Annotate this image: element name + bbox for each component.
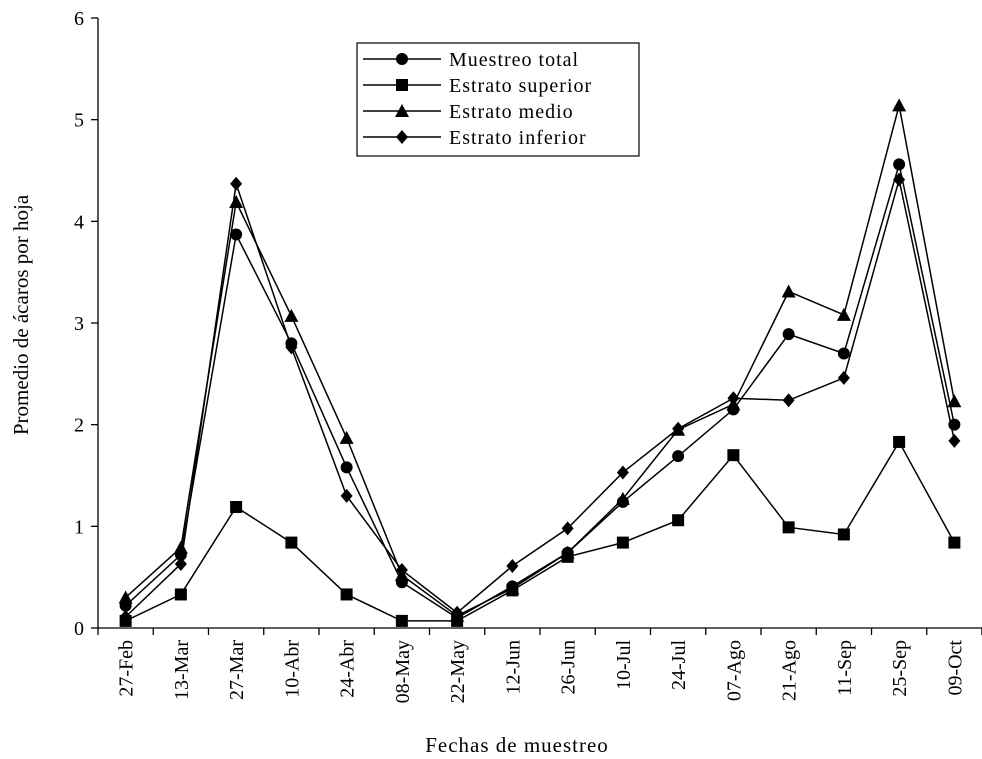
data-point	[893, 158, 906, 171]
y-axis-title: Promedio de ácaros por hoja	[9, 194, 33, 435]
legend-marker	[395, 104, 409, 117]
x-tick-label: 26-Jun	[558, 640, 580, 694]
legend-entry: Estrato medio	[449, 101, 574, 123]
data-point	[284, 308, 299, 322]
data-point	[893, 172, 906, 187]
data-point	[615, 491, 630, 505]
data-point	[119, 609, 132, 624]
data-point	[174, 556, 187, 571]
data-point	[285, 340, 298, 355]
data-point	[560, 545, 575, 559]
data-point	[561, 521, 574, 536]
x-tick-label: 21-Ago	[779, 640, 801, 701]
data-point	[505, 581, 520, 595]
data-point	[230, 228, 243, 241]
y-tick-label: 4	[74, 211, 84, 233]
data-point	[339, 430, 354, 444]
data-point	[230, 176, 243, 191]
series-line	[125, 164, 956, 619]
data-point	[782, 521, 795, 534]
series-line	[125, 105, 956, 617]
series	[119, 435, 961, 627]
data-point	[230, 501, 243, 514]
x-tick-label: 25-Sep	[889, 640, 911, 697]
x-tick-label: 08-May	[392, 640, 414, 703]
data-point	[174, 588, 187, 601]
data-point	[451, 605, 464, 620]
data-point	[395, 563, 408, 578]
x-tick-label: 24-Jul	[668, 640, 690, 690]
y-tick-label: 2	[74, 415, 84, 437]
data-point	[782, 328, 795, 341]
x-tick-label: 10-Jul	[613, 640, 635, 690]
x-tick-label: 10-Abr	[281, 640, 303, 698]
x-tick-label: 12-Jun	[502, 640, 524, 694]
y-tick-label: 0	[74, 618, 84, 640]
x-tick-label: 09-Oct	[944, 640, 966, 696]
legend-entry: Estrato superior	[449, 75, 592, 97]
data-point	[340, 588, 353, 601]
legend-entry: Estrato inferior	[449, 127, 587, 149]
data-point	[948, 433, 961, 448]
data-point	[837, 347, 850, 360]
x-tick-label: 27-Mar	[226, 640, 248, 700]
x-tick-label: 11-Sep	[834, 640, 856, 696]
x-axis-ticks: 27-Feb 13-Mar 27-Mar 10-Abr 24-Abr 08-May 22-M…	[97, 628, 982, 703]
data-point	[672, 514, 685, 527]
x-tick-label: 13-Mar	[171, 640, 193, 700]
data-point	[781, 284, 796, 298]
data-point	[118, 590, 133, 604]
data-point	[837, 370, 850, 385]
series-line	[125, 440, 956, 622]
legend: Muestreo total Estrato superior Estrato me…	[356, 42, 640, 157]
data-point	[340, 488, 353, 503]
series	[118, 98, 962, 622]
data-point	[727, 391, 740, 406]
data-point	[616, 536, 629, 549]
x-tick-label: 27-Feb	[116, 640, 138, 697]
data-point	[340, 461, 353, 474]
data-point	[948, 536, 961, 549]
legend-marker	[396, 79, 408, 91]
x-axis-title: Fechas de muestreo	[425, 733, 609, 757]
y-tick-label: 6	[74, 8, 84, 30]
series	[119, 172, 961, 624]
data-point	[782, 393, 795, 408]
x-tick-label: 24-Abr	[337, 640, 359, 698]
data-point	[836, 307, 851, 321]
series-line	[125, 179, 956, 618]
legend-marker	[396, 53, 408, 65]
y-tick-label: 1	[74, 516, 84, 538]
y-tick-label: 5	[74, 110, 84, 132]
y-tick-label: 3	[74, 313, 84, 335]
series-layer	[118, 98, 962, 627]
data-point	[672, 450, 685, 463]
data-point	[892, 98, 907, 112]
data-point	[285, 536, 298, 549]
data-point	[672, 421, 685, 436]
legend-entry: Muestreo total	[449, 49, 579, 71]
data-point	[893, 435, 906, 448]
legend-marker	[396, 130, 408, 144]
data-point	[947, 394, 962, 408]
series	[119, 158, 961, 624]
data-point	[506, 558, 519, 573]
x-tick-label: 22-May	[447, 640, 469, 703]
data-point	[727, 449, 740, 462]
data-point	[837, 528, 850, 541]
y-axis-ticks: 0 1 2 3 4 5 6	[74, 8, 98, 640]
data-point	[395, 614, 408, 627]
data-point	[616, 465, 629, 480]
data-point	[173, 540, 188, 554]
x-tick-label: 07-Ago	[723, 640, 745, 701]
